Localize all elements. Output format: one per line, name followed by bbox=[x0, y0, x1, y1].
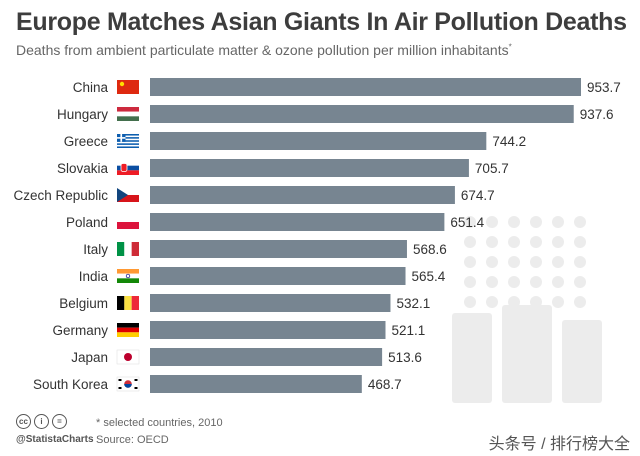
category-label: Japan bbox=[71, 350, 108, 365]
decoration-dot bbox=[508, 216, 520, 228]
value-label: 744.2 bbox=[492, 134, 526, 149]
brand-handle: @StatistaCharts bbox=[16, 434, 94, 445]
decoration-dot bbox=[552, 276, 564, 288]
decoration-dot bbox=[508, 256, 520, 268]
category-label: Hungary bbox=[57, 107, 108, 122]
decoration-dot bbox=[508, 276, 520, 288]
italy-flag-icon bbox=[117, 242, 139, 256]
subtitle-footnote-mark: * bbox=[508, 42, 512, 52]
hungary-flag-icon bbox=[117, 107, 139, 121]
bar bbox=[150, 348, 383, 366]
bar bbox=[150, 375, 362, 393]
source-note: Source: OECD bbox=[96, 434, 169, 446]
footnote: * selected countries, 2010 bbox=[96, 417, 223, 429]
decoration-dot bbox=[486, 256, 498, 268]
bar bbox=[150, 78, 581, 96]
chart-title: Europe Matches Asian Giants In Air Pollu… bbox=[16, 8, 627, 36]
decoration-dot bbox=[464, 276, 476, 288]
category-label: Slovakia bbox=[57, 161, 109, 176]
no-derivatives-icon: = bbox=[52, 414, 67, 429]
decoration-dot bbox=[552, 296, 564, 308]
decoration-dot bbox=[552, 236, 564, 248]
bar bbox=[150, 267, 406, 285]
category-label: Italy bbox=[83, 242, 108, 257]
footer bbox=[0, 405, 640, 456]
category-label: South Korea bbox=[33, 377, 109, 392]
category-label: Poland bbox=[66, 215, 108, 230]
poland-flag-icon bbox=[117, 215, 139, 229]
decoration-dot bbox=[530, 256, 542, 268]
bar bbox=[150, 240, 407, 258]
decoration-dot bbox=[486, 296, 498, 308]
belgium-flag-icon bbox=[117, 296, 139, 310]
decoration-dot bbox=[574, 256, 586, 268]
decoration-dot bbox=[552, 216, 564, 228]
decoration-dot bbox=[508, 236, 520, 248]
value-label: 513.6 bbox=[388, 350, 422, 365]
background-decoration bbox=[452, 216, 602, 403]
bar bbox=[150, 213, 445, 231]
decoration-dot bbox=[530, 276, 542, 288]
bar bbox=[150, 105, 574, 123]
decoration-dot bbox=[530, 216, 542, 228]
slovakia-flag-icon bbox=[117, 161, 139, 175]
decoration-dot bbox=[464, 296, 476, 308]
decoration-dot bbox=[486, 236, 498, 248]
decoration-dot bbox=[464, 256, 476, 268]
value-label: 521.1 bbox=[391, 323, 425, 338]
value-label: 705.7 bbox=[475, 161, 509, 176]
value-label: 532.1 bbox=[396, 296, 430, 311]
value-label: 568.6 bbox=[413, 242, 447, 257]
decoration-dot bbox=[486, 276, 498, 288]
decoration-dot bbox=[552, 256, 564, 268]
bar bbox=[150, 132, 487, 150]
category-label: Greece bbox=[64, 134, 108, 149]
decoration-dot bbox=[574, 276, 586, 288]
value-label: 937.6 bbox=[580, 107, 614, 122]
value-label: 674.7 bbox=[461, 188, 495, 203]
attribution-icon: i bbox=[34, 414, 49, 429]
category-label: Czech Republic bbox=[13, 188, 108, 203]
watermark: 头条号 / 排行榜大全 bbox=[488, 436, 630, 453]
czech-flag-icon bbox=[117, 188, 139, 202]
category-label: Belgium bbox=[59, 296, 108, 311]
license-icons: cc i = bbox=[16, 414, 67, 429]
decoration-dot bbox=[574, 296, 586, 308]
decoration-dot bbox=[486, 216, 498, 228]
subtitle-text: Deaths from ambient particulate matter &… bbox=[16, 42, 509, 58]
decoration-dot bbox=[574, 236, 586, 248]
value-label: 651.4 bbox=[450, 215, 484, 230]
chart-subtitle: Deaths from ambient particulate matter &… bbox=[16, 42, 512, 58]
category-label: Germany bbox=[52, 323, 108, 338]
south-korea-flag-icon bbox=[116, 376, 140, 392]
decoration-dot bbox=[464, 236, 476, 248]
japan-flag-icon bbox=[116, 349, 140, 365]
bar bbox=[150, 294, 391, 312]
bar bbox=[150, 321, 386, 339]
bar bbox=[150, 186, 455, 204]
category-label: China bbox=[73, 80, 109, 95]
category-label: India bbox=[79, 269, 109, 284]
greece-flag-icon bbox=[117, 134, 139, 148]
decoration-dot bbox=[464, 216, 476, 228]
china-flag-icon bbox=[117, 80, 139, 94]
cc-icon: cc bbox=[16, 414, 31, 429]
flag-column bbox=[116, 80, 140, 392]
bars bbox=[150, 78, 581, 393]
india-flag-icon bbox=[117, 269, 139, 283]
bar bbox=[150, 159, 469, 177]
germany-flag-icon bbox=[117, 323, 139, 337]
decoration-dot bbox=[574, 216, 586, 228]
value-label: 953.7 bbox=[587, 80, 621, 95]
decoration-dot bbox=[530, 236, 542, 248]
value-label: 468.7 bbox=[368, 377, 402, 392]
value-label: 565.4 bbox=[412, 269, 446, 284]
category-labels: China Hungary Greece Slovakia Czech Republic… bbox=[13, 80, 108, 392]
